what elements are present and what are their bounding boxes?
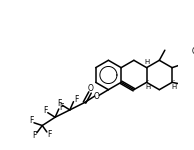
Text: F: F [47, 130, 52, 139]
Text: H: H [145, 84, 150, 90]
Text: O: O [94, 92, 99, 101]
Text: F: F [59, 103, 64, 112]
Text: O: O [88, 84, 94, 93]
Text: ··: ·· [172, 78, 175, 83]
Text: F: F [43, 106, 47, 115]
Text: F: F [32, 131, 36, 140]
Text: ··: ·· [146, 78, 149, 83]
Text: H: H [144, 59, 149, 65]
Text: O: O [191, 47, 194, 56]
Text: F: F [58, 99, 62, 108]
Text: H: H [171, 84, 177, 90]
Text: F: F [29, 116, 33, 125]
Text: F: F [74, 95, 78, 104]
